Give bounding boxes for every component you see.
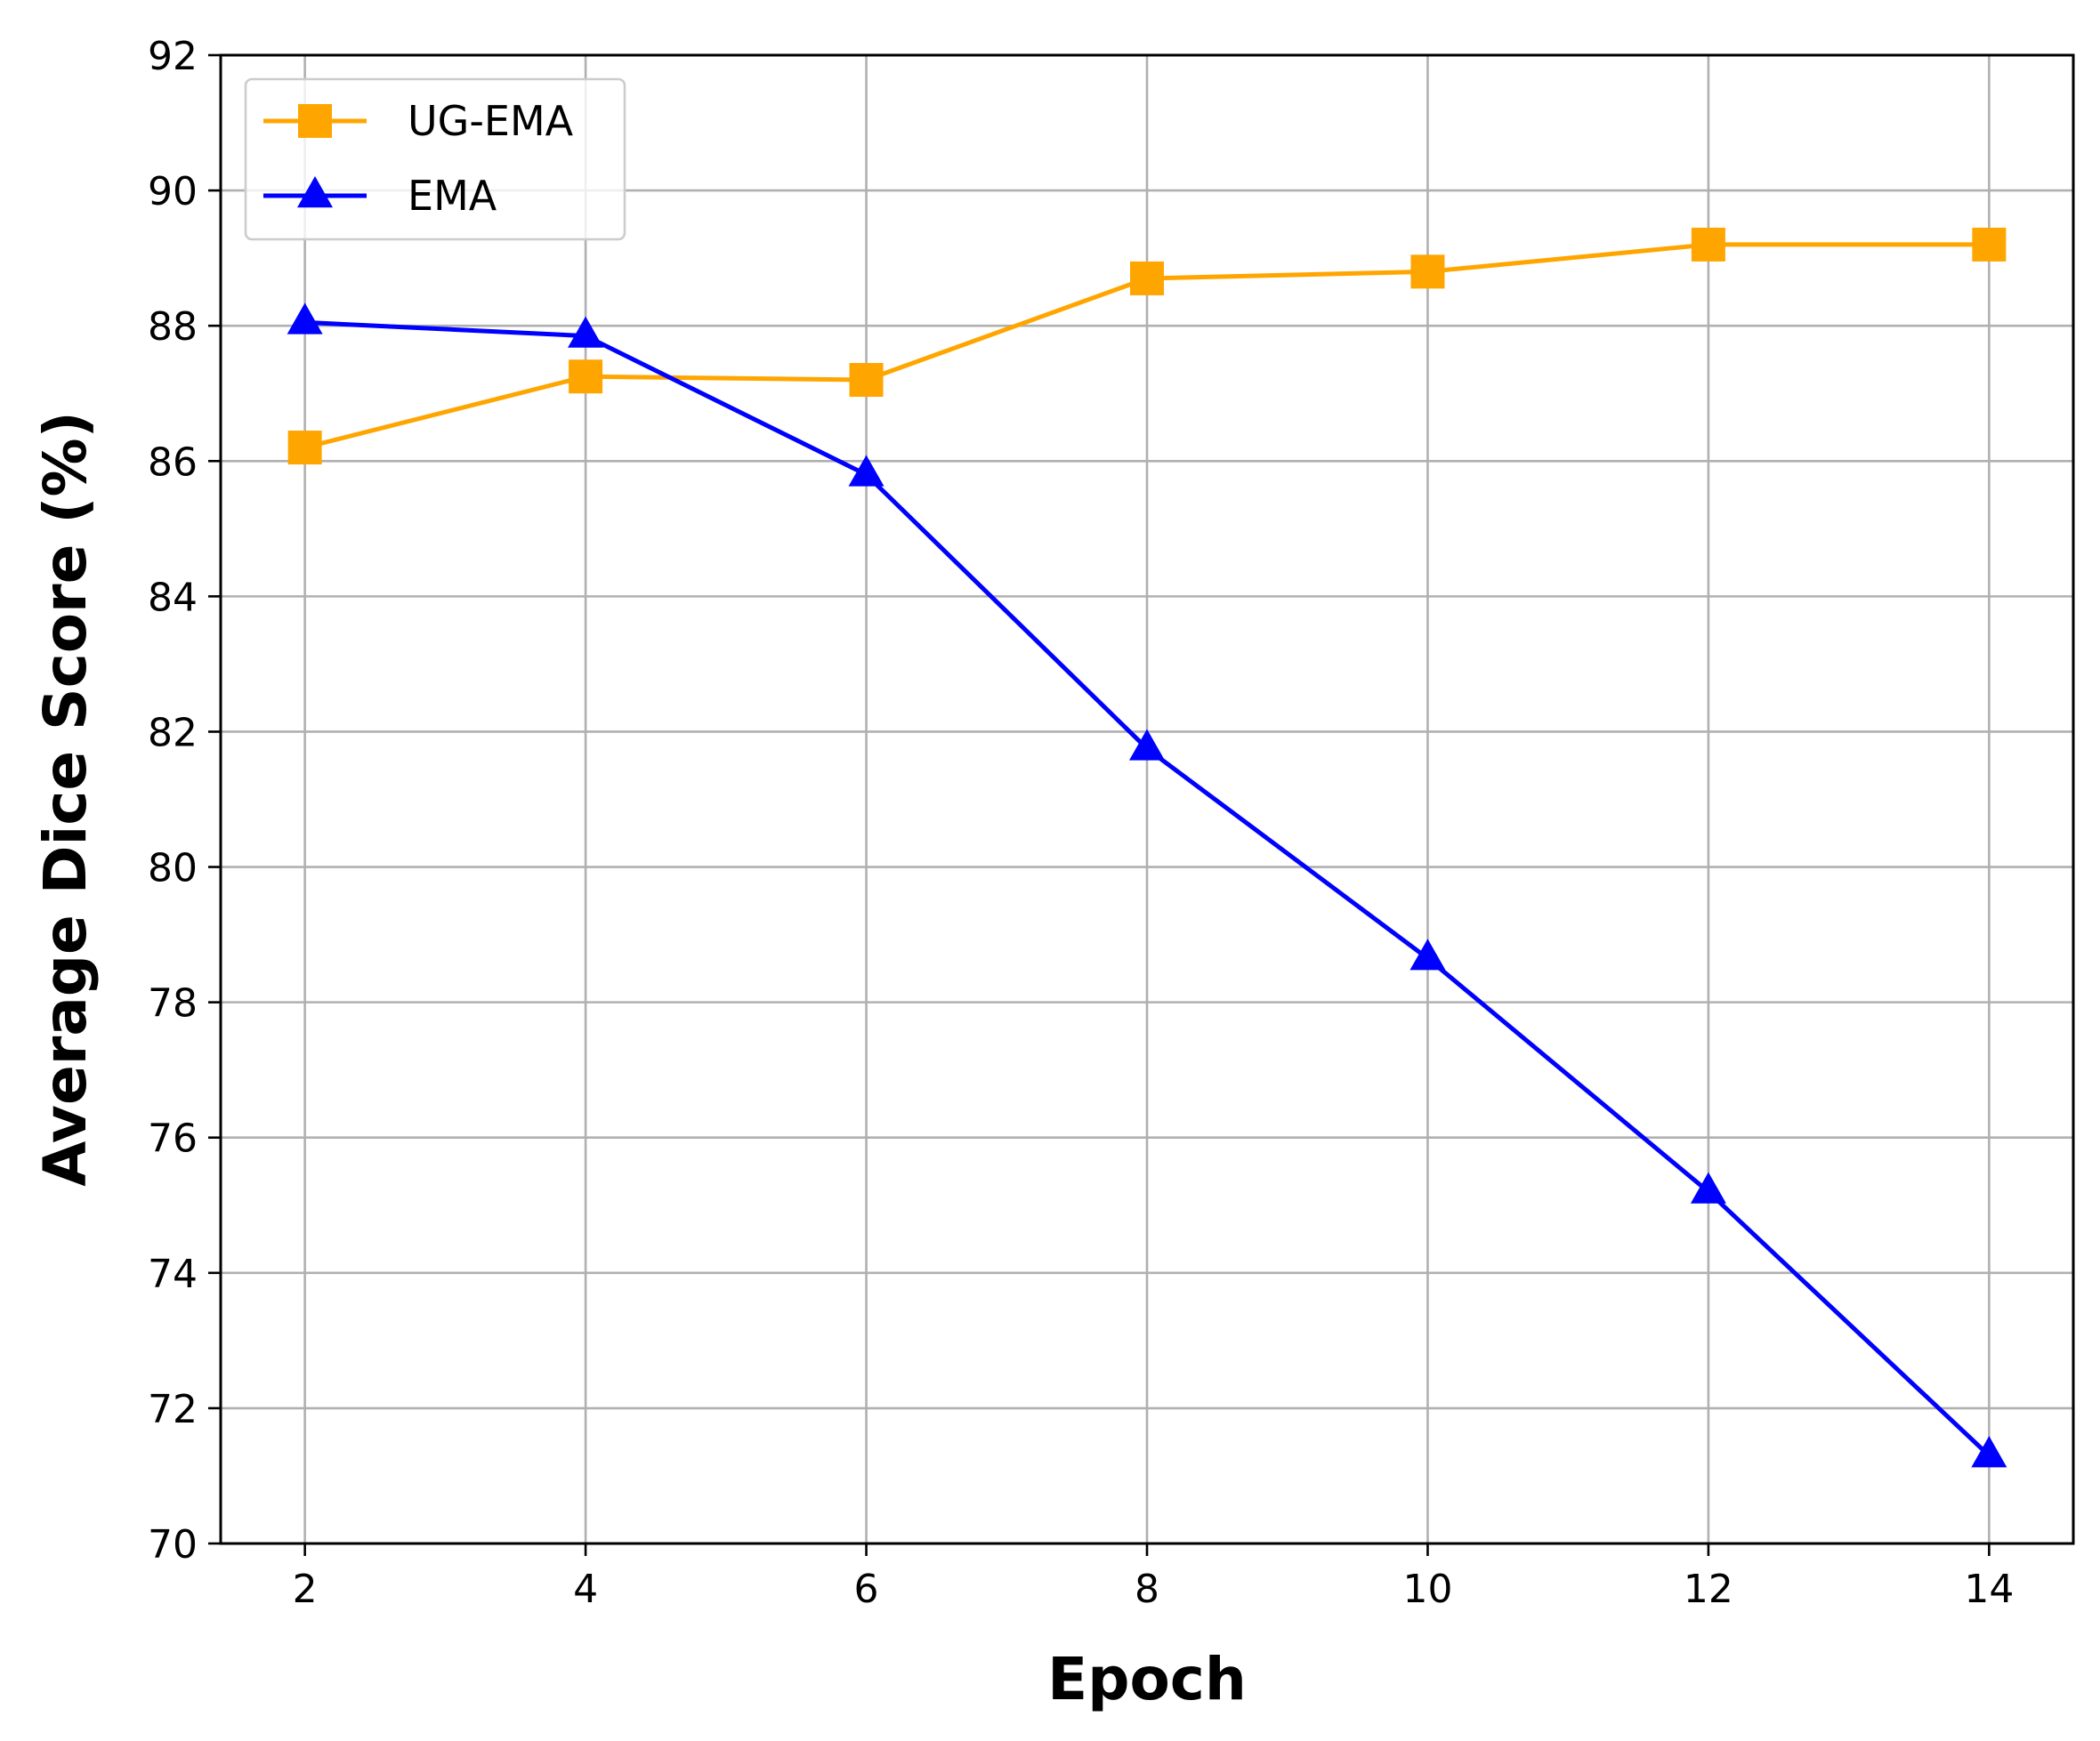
y-tick-label: 72 xyxy=(148,1387,198,1432)
data-point-ug-ema xyxy=(569,359,603,394)
series-ug-ema xyxy=(287,227,2007,465)
data-point-ug-ema xyxy=(1130,261,1164,295)
x-tick-label: 2 xyxy=(293,1567,318,1612)
data-point-ema xyxy=(1971,1436,2007,1468)
data-point-ug-ema xyxy=(1972,227,2007,262)
plot-frame xyxy=(219,53,2075,1545)
legend: UG-EMA EMA xyxy=(244,77,626,241)
legend-item-ug-ema: UG-EMA xyxy=(263,97,574,145)
x-tick-label: 14 xyxy=(1964,1567,2014,1612)
y-tick-label: 88 xyxy=(148,304,198,350)
y-tick-label: 92 xyxy=(148,34,198,79)
legend-label-ema: EMA xyxy=(408,172,497,220)
data-point-ug-ema xyxy=(287,431,322,465)
y-tick-label: 84 xyxy=(148,575,198,620)
x-tick-label: 4 xyxy=(573,1567,598,1612)
y-axis-ticks: 70 72 74 76 78 80 82 84 86 88 90 92 xyxy=(148,34,221,1568)
data-point-ema xyxy=(568,316,604,348)
data-point-ug-ema xyxy=(1691,227,1725,262)
x-axis-title: Epoch xyxy=(1047,1645,1247,1713)
y-tick-label: 80 xyxy=(148,846,198,891)
x-tick-label: 10 xyxy=(1402,1567,1452,1612)
series-ema xyxy=(287,302,2007,1468)
series-layer xyxy=(287,227,2007,1468)
y-tick-label: 82 xyxy=(148,710,198,755)
x-tick-label: 8 xyxy=(1135,1567,1159,1612)
y-tick-label: 90 xyxy=(148,169,198,214)
data-point-ema xyxy=(848,455,884,487)
y-tick-label: 86 xyxy=(148,439,198,485)
legend-marker-ema xyxy=(296,176,334,208)
data-point-ema xyxy=(1690,1172,1726,1204)
data-point-ema xyxy=(1409,939,1446,971)
x-axis-ticks: 2 4 6 8 10 12 14 xyxy=(293,1544,2014,1612)
y-axis-title: Average Dice Score (%) xyxy=(31,411,100,1187)
y-tick-label: 78 xyxy=(148,981,198,1027)
y-tick-label: 76 xyxy=(148,1116,198,1162)
data-point-ug-ema xyxy=(1410,254,1445,289)
x-tick-label: 6 xyxy=(854,1567,879,1612)
y-tick-label: 70 xyxy=(148,1522,198,1568)
legend-marker-ug-ema xyxy=(298,104,332,138)
data-point-ug-ema xyxy=(849,363,884,398)
legend-label-ug-ema: UG-EMA xyxy=(408,97,574,145)
data-point-ema xyxy=(1128,729,1166,761)
x-tick-label: 12 xyxy=(1684,1567,1733,1612)
data-point-ema xyxy=(287,302,323,334)
y-tick-label: 74 xyxy=(148,1252,198,1297)
legend-item-ema: EMA xyxy=(263,172,497,220)
